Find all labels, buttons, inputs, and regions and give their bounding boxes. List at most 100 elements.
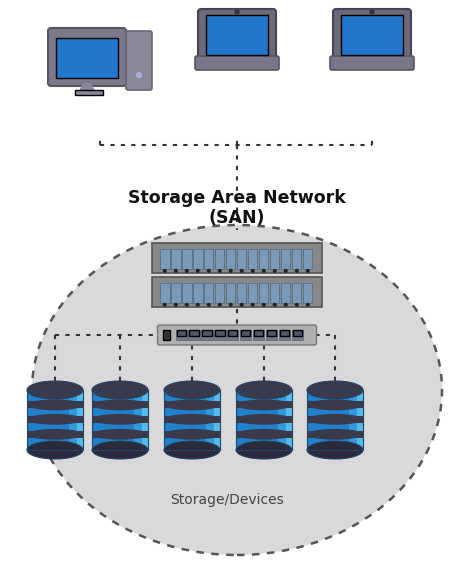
Ellipse shape — [92, 441, 148, 459]
Polygon shape — [349, 390, 363, 450]
Ellipse shape — [92, 414, 148, 425]
Ellipse shape — [92, 429, 148, 440]
Polygon shape — [92, 416, 148, 423]
FancyBboxPatch shape — [341, 15, 403, 55]
Circle shape — [196, 270, 199, 272]
FancyBboxPatch shape — [171, 283, 181, 303]
FancyBboxPatch shape — [152, 277, 322, 307]
FancyBboxPatch shape — [215, 283, 225, 303]
Ellipse shape — [164, 414, 220, 425]
FancyBboxPatch shape — [330, 56, 414, 70]
FancyBboxPatch shape — [176, 330, 186, 336]
Polygon shape — [164, 390, 220, 450]
FancyBboxPatch shape — [237, 249, 246, 269]
Polygon shape — [79, 83, 95, 91]
FancyBboxPatch shape — [241, 330, 250, 336]
FancyBboxPatch shape — [126, 31, 152, 90]
FancyBboxPatch shape — [182, 283, 191, 303]
FancyBboxPatch shape — [75, 90, 103, 95]
Circle shape — [240, 303, 243, 306]
FancyBboxPatch shape — [270, 249, 280, 269]
Ellipse shape — [236, 400, 292, 410]
FancyBboxPatch shape — [202, 330, 212, 336]
Ellipse shape — [164, 381, 220, 399]
Circle shape — [196, 303, 199, 306]
Circle shape — [208, 270, 210, 272]
FancyBboxPatch shape — [163, 330, 170, 340]
FancyBboxPatch shape — [248, 283, 257, 303]
Ellipse shape — [27, 414, 83, 425]
Circle shape — [263, 270, 265, 272]
FancyBboxPatch shape — [303, 283, 312, 303]
FancyBboxPatch shape — [237, 283, 246, 303]
Ellipse shape — [307, 441, 363, 459]
FancyBboxPatch shape — [157, 325, 317, 345]
Ellipse shape — [236, 441, 292, 459]
Polygon shape — [27, 416, 83, 423]
Circle shape — [295, 270, 298, 272]
Text: (SAN): (SAN) — [209, 209, 265, 227]
Circle shape — [251, 270, 254, 272]
Ellipse shape — [307, 414, 363, 425]
FancyBboxPatch shape — [215, 330, 225, 336]
FancyBboxPatch shape — [227, 330, 238, 340]
Circle shape — [185, 270, 188, 272]
Circle shape — [174, 270, 177, 272]
Polygon shape — [142, 390, 148, 450]
Polygon shape — [164, 401, 220, 408]
FancyBboxPatch shape — [152, 243, 322, 273]
FancyBboxPatch shape — [226, 249, 236, 269]
FancyBboxPatch shape — [292, 249, 301, 269]
FancyBboxPatch shape — [204, 249, 213, 269]
FancyBboxPatch shape — [214, 330, 226, 340]
FancyBboxPatch shape — [160, 283, 170, 303]
FancyBboxPatch shape — [215, 249, 225, 269]
Polygon shape — [236, 416, 292, 423]
Ellipse shape — [92, 381, 148, 399]
Polygon shape — [307, 416, 363, 423]
Polygon shape — [92, 401, 148, 408]
FancyBboxPatch shape — [201, 330, 213, 340]
Polygon shape — [307, 401, 363, 408]
Circle shape — [229, 303, 232, 306]
FancyBboxPatch shape — [281, 249, 291, 269]
Polygon shape — [236, 401, 292, 408]
Circle shape — [307, 303, 309, 306]
Circle shape — [137, 73, 142, 77]
FancyBboxPatch shape — [279, 330, 290, 340]
FancyBboxPatch shape — [228, 330, 237, 336]
Polygon shape — [77, 390, 83, 450]
Circle shape — [295, 303, 298, 306]
Circle shape — [263, 303, 265, 306]
Circle shape — [307, 270, 309, 272]
Polygon shape — [286, 390, 292, 450]
FancyBboxPatch shape — [248, 249, 257, 269]
Circle shape — [235, 10, 239, 14]
FancyBboxPatch shape — [303, 249, 312, 269]
Ellipse shape — [307, 381, 363, 399]
FancyBboxPatch shape — [206, 15, 268, 55]
FancyBboxPatch shape — [195, 56, 279, 70]
FancyBboxPatch shape — [175, 330, 187, 340]
FancyBboxPatch shape — [292, 330, 303, 340]
Circle shape — [208, 303, 210, 306]
Ellipse shape — [236, 414, 292, 425]
Circle shape — [219, 303, 221, 306]
FancyBboxPatch shape — [160, 249, 170, 269]
FancyBboxPatch shape — [188, 330, 200, 340]
Polygon shape — [236, 390, 246, 450]
Text: Storage/Devices: Storage/Devices — [170, 493, 284, 507]
Polygon shape — [164, 431, 220, 438]
Polygon shape — [278, 390, 292, 450]
FancyBboxPatch shape — [204, 283, 213, 303]
FancyBboxPatch shape — [267, 330, 276, 336]
Circle shape — [185, 303, 188, 306]
FancyBboxPatch shape — [56, 38, 118, 78]
FancyBboxPatch shape — [190, 330, 199, 336]
FancyBboxPatch shape — [333, 9, 411, 63]
Polygon shape — [236, 390, 292, 450]
FancyBboxPatch shape — [266, 330, 277, 340]
Polygon shape — [307, 390, 317, 450]
Ellipse shape — [236, 381, 292, 399]
Ellipse shape — [32, 225, 442, 555]
